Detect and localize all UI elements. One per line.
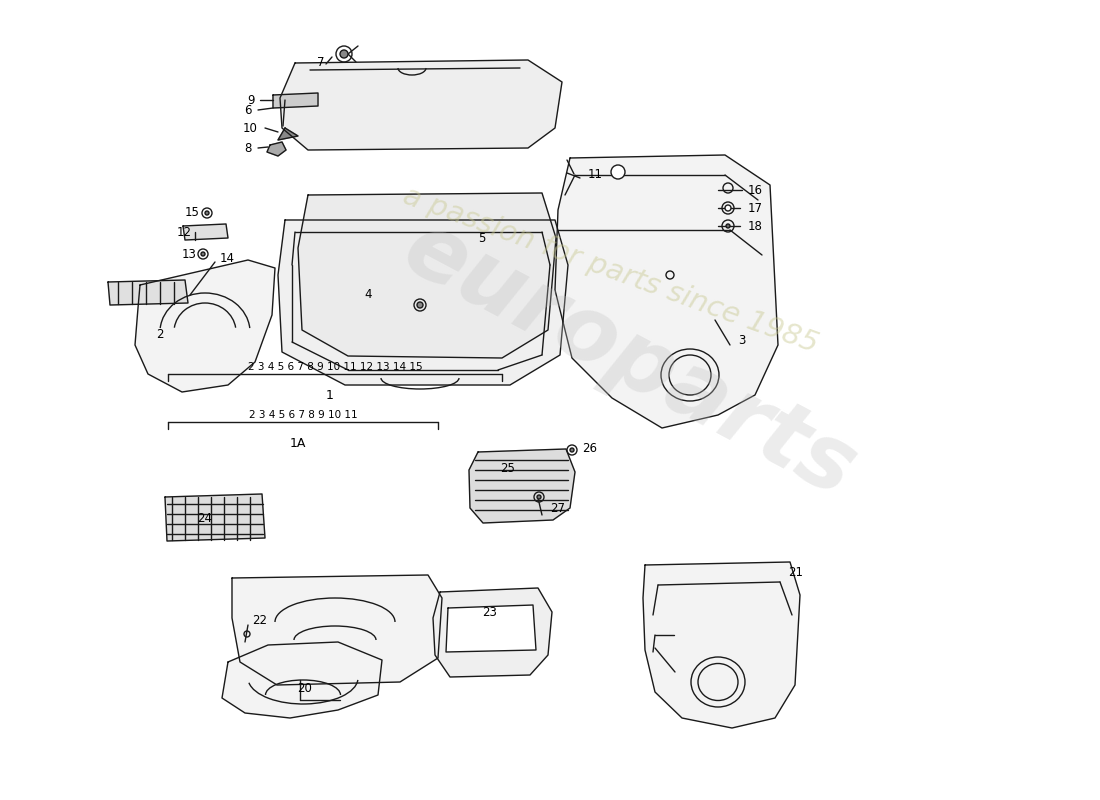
Text: 9: 9 [248,94,255,106]
Circle shape [417,302,424,308]
Circle shape [201,252,205,256]
Text: 26: 26 [582,442,597,454]
Polygon shape [446,605,536,652]
Text: 27: 27 [550,502,565,514]
Polygon shape [267,142,286,156]
Polygon shape [644,562,800,728]
Polygon shape [222,642,382,718]
Circle shape [205,211,209,215]
Circle shape [726,224,730,228]
Text: 22: 22 [252,614,267,626]
Text: 18: 18 [748,219,763,233]
Polygon shape [278,128,298,140]
Polygon shape [278,220,568,385]
Polygon shape [273,93,318,108]
Polygon shape [135,260,275,392]
Text: 24: 24 [198,511,212,525]
Text: 2: 2 [156,329,164,342]
Text: 20: 20 [298,682,312,694]
Text: 7: 7 [318,55,324,69]
Text: 11: 11 [588,169,603,182]
Text: 13: 13 [183,247,197,261]
Text: 14: 14 [220,251,235,265]
Polygon shape [556,155,778,428]
Text: 1A: 1A [289,437,306,450]
Text: 4: 4 [364,289,372,302]
Text: 23: 23 [483,606,497,618]
Circle shape [570,448,574,452]
Text: 8: 8 [244,142,252,154]
Circle shape [340,50,348,58]
Text: 25: 25 [500,462,516,474]
Text: 15: 15 [185,206,200,219]
Text: 12: 12 [177,226,192,238]
Polygon shape [298,193,556,358]
Text: 5: 5 [478,231,485,245]
Polygon shape [433,588,552,677]
Text: 21: 21 [788,566,803,578]
Text: 10: 10 [243,122,258,134]
Text: a passion for parts since 1985: a passion for parts since 1985 [398,182,822,358]
Text: europarts: europarts [389,204,871,516]
Text: 16: 16 [748,183,763,197]
Text: 6: 6 [244,103,252,117]
Circle shape [725,205,732,211]
Text: 2 3 4 5 6 7 8 9 10 11 12 13 14 15: 2 3 4 5 6 7 8 9 10 11 12 13 14 15 [248,362,422,372]
Polygon shape [165,494,265,541]
Text: 1: 1 [326,389,334,402]
Polygon shape [232,575,442,685]
Polygon shape [183,224,228,240]
Polygon shape [469,449,575,523]
Text: 3: 3 [738,334,746,346]
Text: 17: 17 [748,202,763,214]
Circle shape [537,495,541,499]
Polygon shape [280,60,562,150]
Circle shape [610,165,625,179]
Polygon shape [108,280,188,305]
Text: 2 3 4 5 6 7 8 9 10 11: 2 3 4 5 6 7 8 9 10 11 [249,410,358,420]
